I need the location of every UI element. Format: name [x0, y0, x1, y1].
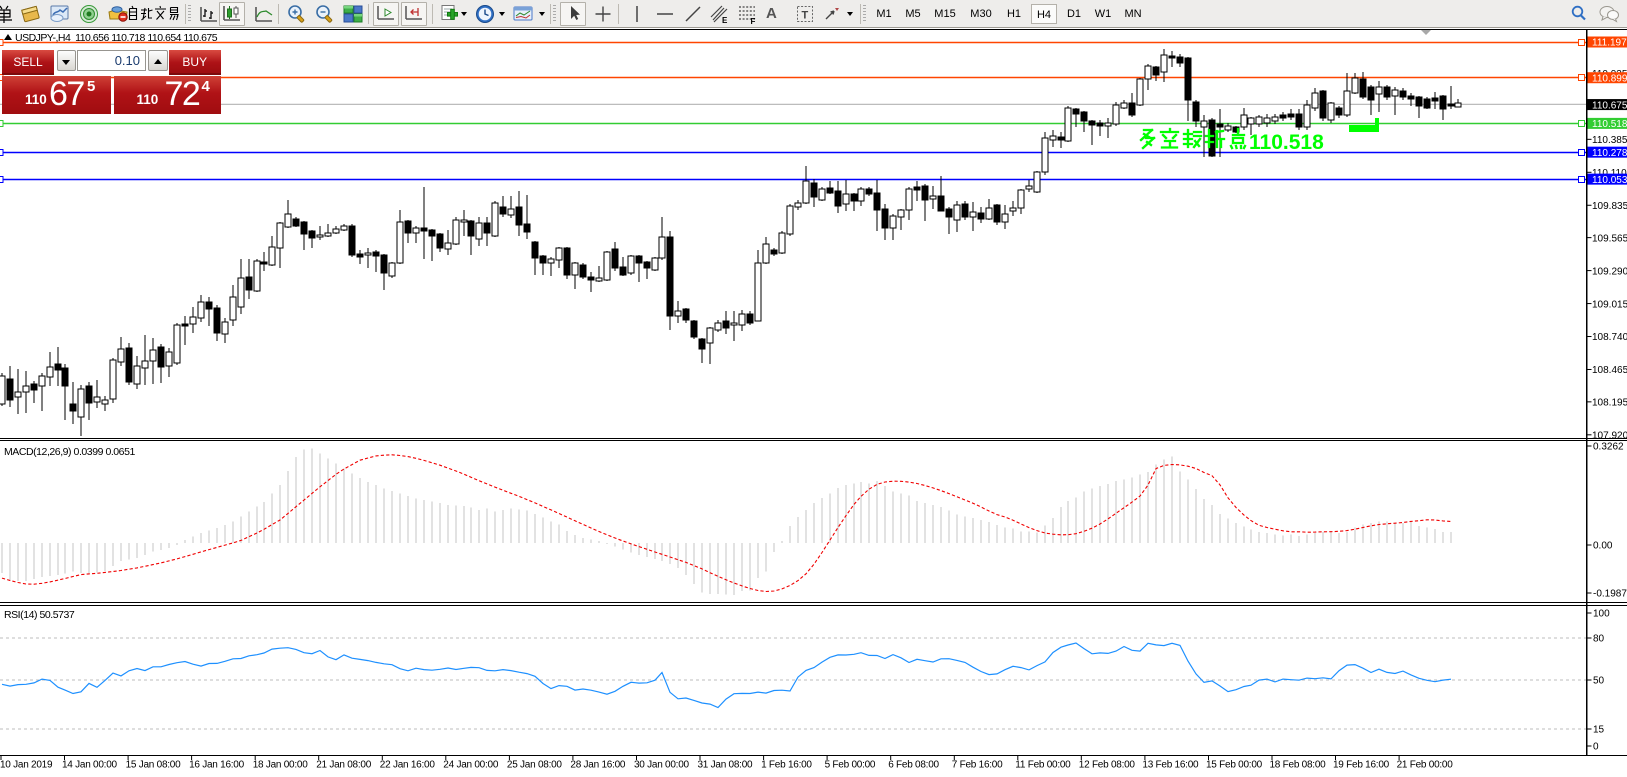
svg-text:110.675: 110.675 [1592, 100, 1627, 111]
svg-text:25 Jan 08:00: 25 Jan 08:00 [507, 760, 563, 771]
svg-text:80: 80 [1593, 634, 1605, 645]
svg-text:11 Feb 00:00: 11 Feb 00:00 [1015, 760, 1071, 771]
svg-text:108.465: 108.465 [1592, 365, 1627, 376]
svg-text:21 Feb 00:00: 21 Feb 00:00 [1397, 760, 1454, 771]
svg-text:30 Jan 00:00: 30 Jan 00:00 [634, 760, 690, 771]
svg-text:7 Feb 16:00: 7 Feb 16:00 [952, 760, 1003, 771]
svg-text:109.015: 109.015 [1592, 299, 1627, 310]
svg-text:110.899: 110.899 [1592, 73, 1627, 84]
svg-text:31 Jan 08:00: 31 Jan 08:00 [698, 760, 754, 771]
svg-text:109.835: 109.835 [1592, 201, 1627, 212]
svg-text:22 Jan 16:00: 22 Jan 16:00 [380, 760, 436, 771]
svg-text:15 Jan 08:00: 15 Jan 08:00 [126, 760, 182, 771]
svg-text:T: T [802, 10, 809, 22]
svg-text:19 Feb 16:00: 19 Feb 16:00 [1333, 760, 1390, 771]
svg-text:E: E [722, 16, 728, 25]
svg-text:15: 15 [1593, 725, 1605, 736]
svg-text:15 Feb 00:00: 15 Feb 00:00 [1206, 760, 1263, 771]
svg-text:111.197: 111.197 [1592, 38, 1627, 49]
svg-text:13 Feb 16:00: 13 Feb 16:00 [1142, 760, 1199, 771]
svg-text:50: 50 [1593, 676, 1605, 687]
svg-text:RSI(14) 50.5737: RSI(14) 50.5737 [4, 609, 75, 621]
svg-text:108.195: 108.195 [1592, 398, 1627, 409]
svg-text:109.290: 109.290 [1592, 266, 1627, 277]
svg-text:10 Jan 2019: 10 Jan 2019 [0, 760, 53, 771]
svg-text:MACD(12,26,9) 0.0399 0.0651: MACD(12,26,9) 0.0399 0.0651 [4, 446, 135, 458]
svg-text:0: 0 [1593, 742, 1599, 753]
svg-text:110.278: 110.278 [1592, 148, 1627, 159]
svg-text:110.053: 110.053 [1592, 175, 1627, 186]
svg-text:18 Jan 00:00: 18 Jan 00:00 [253, 760, 309, 771]
svg-text:100: 100 [1593, 609, 1610, 620]
svg-text:109.565: 109.565 [1592, 233, 1627, 244]
svg-text:-0.1987: -0.1987 [1593, 589, 1627, 600]
svg-text:24 Jan 00:00: 24 Jan 00:00 [443, 760, 499, 771]
svg-text:F: F [751, 17, 756, 25]
svg-text:108.740: 108.740 [1592, 332, 1627, 343]
svg-text:0.3262: 0.3262 [1593, 442, 1624, 453]
svg-text:USDJPY-,H4 110.656 110.718 11: USDJPY-,H4 110.656 110.718 110.654 110.6… [15, 32, 218, 44]
svg-text:28 Jan 16:00: 28 Jan 16:00 [570, 760, 626, 771]
svg-text:0.00: 0.00 [1593, 541, 1613, 552]
svg-text:12 Feb 08:00: 12 Feb 08:00 [1079, 760, 1136, 771]
svg-text:107.920: 107.920 [1592, 431, 1627, 442]
svg-text:110.518: 110.518 [1592, 119, 1627, 130]
svg-text:110.518: 110.518 [1249, 131, 1324, 154]
svg-text:1 Feb 16:00: 1 Feb 16:00 [761, 760, 812, 771]
svg-text:14 Jan 00:00: 14 Jan 00:00 [62, 760, 118, 771]
svg-text:18 Feb 08:00: 18 Feb 08:00 [1270, 760, 1327, 771]
svg-text:16 Jan 16:00: 16 Jan 16:00 [189, 760, 245, 771]
svg-text:6 Feb 08:00: 6 Feb 08:00 [888, 760, 939, 771]
svg-text:21 Jan 08:00: 21 Jan 08:00 [316, 760, 372, 771]
svg-text:5 Feb 00:00: 5 Feb 00:00 [825, 760, 876, 771]
svg-text:110.385: 110.385 [1592, 135, 1627, 146]
